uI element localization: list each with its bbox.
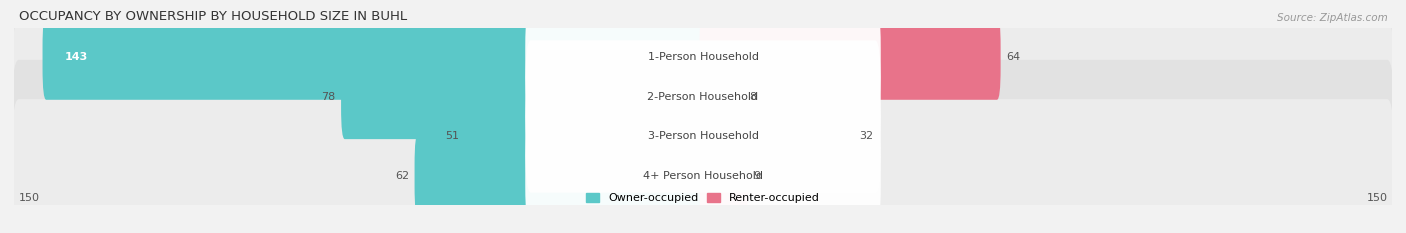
Text: 8: 8 xyxy=(749,92,756,102)
Text: OCCUPANCY BY OWNERSHIP BY HOUSEHOLD SIZE IN BUHL: OCCUPANCY BY OWNERSHIP BY HOUSEHOLD SIZE… xyxy=(18,10,406,23)
Text: 2-Person Household: 2-Person Household xyxy=(647,92,759,102)
Text: 150: 150 xyxy=(1367,193,1388,203)
FancyBboxPatch shape xyxy=(342,55,707,139)
FancyBboxPatch shape xyxy=(465,94,707,178)
Text: 62: 62 xyxy=(395,171,409,181)
FancyBboxPatch shape xyxy=(526,119,880,232)
FancyBboxPatch shape xyxy=(11,60,1395,212)
FancyBboxPatch shape xyxy=(699,94,853,178)
Text: 64: 64 xyxy=(1007,52,1021,62)
Text: 1-Person Household: 1-Person Household xyxy=(648,52,758,62)
FancyBboxPatch shape xyxy=(526,80,880,193)
FancyBboxPatch shape xyxy=(526,1,880,114)
Text: 78: 78 xyxy=(322,92,336,102)
FancyBboxPatch shape xyxy=(11,21,1395,173)
FancyBboxPatch shape xyxy=(11,0,1395,134)
FancyBboxPatch shape xyxy=(42,15,707,100)
FancyBboxPatch shape xyxy=(699,55,744,139)
Text: 150: 150 xyxy=(18,193,39,203)
Text: 4+ Person Household: 4+ Person Household xyxy=(643,171,763,181)
Text: 3-Person Household: 3-Person Household xyxy=(648,131,758,141)
FancyBboxPatch shape xyxy=(415,133,707,218)
Text: 9: 9 xyxy=(754,171,761,181)
FancyBboxPatch shape xyxy=(526,40,880,153)
Text: 143: 143 xyxy=(65,52,87,62)
Text: Source: ZipAtlas.com: Source: ZipAtlas.com xyxy=(1277,13,1388,23)
FancyBboxPatch shape xyxy=(699,15,1001,100)
Text: 32: 32 xyxy=(859,131,873,141)
FancyBboxPatch shape xyxy=(11,99,1395,233)
FancyBboxPatch shape xyxy=(699,133,748,218)
Text: 51: 51 xyxy=(446,131,460,141)
Legend: Owner-occupied, Renter-occupied: Owner-occupied, Renter-occupied xyxy=(586,193,820,203)
